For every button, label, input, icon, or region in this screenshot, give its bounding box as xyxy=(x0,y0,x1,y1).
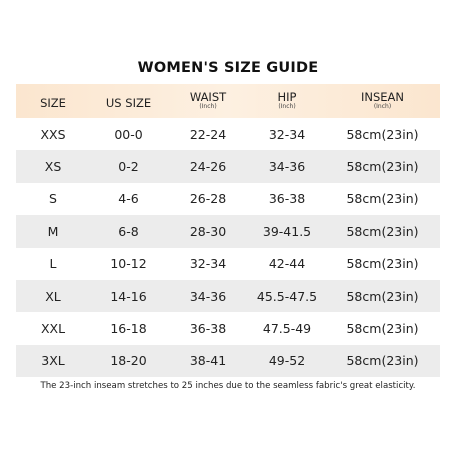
cell-inseam: 58cm(23in) xyxy=(346,256,419,272)
header-us-size-label: US SIZE xyxy=(105,95,152,110)
header-inseam-label: INSEAN xyxy=(360,90,405,104)
cell-waist: 34-36 xyxy=(189,288,227,304)
cell-us-size: 4-6 xyxy=(118,191,139,207)
header-size: SIZE xyxy=(16,92,90,111)
cell-inseam: 58cm(23in) xyxy=(346,126,419,142)
cell-size: L xyxy=(49,256,57,272)
footnote: The 23-inch inseam stretches to 25 inche… xyxy=(40,381,416,391)
header-waist-label: WAIST xyxy=(189,90,227,104)
cell-waist: 22-24 xyxy=(189,126,227,142)
cell-waist: 38-41 xyxy=(189,353,227,369)
header-hip: HIP (Inch) xyxy=(249,91,325,111)
cell-inseam: 58cm(23in) xyxy=(346,288,419,304)
cell-size: XXL xyxy=(40,321,66,337)
cell-waist: 28-30 xyxy=(189,223,227,239)
cell-waist: 26-28 xyxy=(189,191,227,207)
size-chart-table: SIZE US SIZE WAIST (Inch) HIP (Inch) INS… xyxy=(16,84,440,378)
cell-hip: 45.5-47.5 xyxy=(256,288,318,304)
table-row: M 6-8 28-30 39-41.5 58cm(23in) xyxy=(16,215,440,248)
table-row: 3XL 18-20 38-41 49-52 58cm(23in) xyxy=(16,344,440,378)
table-row: XXS 00-0 22-24 32-34 58cm(23in) xyxy=(16,118,440,151)
header-size-label: SIZE xyxy=(40,95,66,110)
cell-us-size: 10-12 xyxy=(110,256,147,272)
cell-size: XL xyxy=(45,288,61,304)
header-inseam-unit: (Inch) xyxy=(373,103,392,110)
header-inseam: INSEAN (Inch) xyxy=(325,91,440,111)
cell-us-size: 0-2 xyxy=(118,159,139,175)
cell-waist: 36-38 xyxy=(189,321,227,337)
cell-us-size: 14-16 xyxy=(110,288,147,304)
cell-us-size: 6-8 xyxy=(118,223,139,239)
cell-size: XS xyxy=(44,159,62,175)
cell-us-size: 16-18 xyxy=(110,321,147,337)
header-hip-label: HIP xyxy=(277,90,297,104)
cell-hip: 36-38 xyxy=(268,191,306,207)
cell-hip: 39-41.5 xyxy=(262,223,312,239)
header-waist-unit: (Inch) xyxy=(199,103,217,110)
header-hip-unit: (Inch) xyxy=(278,103,296,110)
cell-inseam: 58cm(23in) xyxy=(346,321,419,337)
header-us-size: US SIZE xyxy=(90,92,167,111)
cell-hip: 34-36 xyxy=(268,159,306,175)
cell-size: S xyxy=(49,191,57,207)
cell-size: M xyxy=(47,223,59,239)
cell-hip: 49-52 xyxy=(268,353,306,369)
page-title: WOMEN'S SIZE GUIDE xyxy=(137,60,319,76)
cell-size: 3XL xyxy=(41,353,65,369)
header-waist: WAIST (Inch) xyxy=(167,91,249,111)
cell-waist: 24-26 xyxy=(189,159,227,175)
table-row: XXL 16-18 36-38 47.5-49 58cm(23in) xyxy=(16,312,440,345)
cell-us-size: 18-20 xyxy=(110,353,147,369)
cell-size: XXS xyxy=(40,126,66,142)
cell-inseam: 58cm(23in) xyxy=(346,223,419,239)
cell-inseam: 58cm(23in) xyxy=(346,159,419,175)
cell-hip: 32-34 xyxy=(268,126,306,142)
table-header-row: SIZE US SIZE WAIST (Inch) HIP (Inch) INS… xyxy=(16,84,440,118)
table-row: S 4-6 26-28 36-38 58cm(23in) xyxy=(16,182,440,216)
cell-hip: 47.5-49 xyxy=(262,321,312,337)
table-row: L 10-12 32-34 42-44 58cm(23in) xyxy=(16,247,440,280)
cell-inseam: 58cm(23in) xyxy=(346,191,419,207)
cell-inseam: 58cm(23in) xyxy=(346,353,419,369)
cell-hip: 42-44 xyxy=(268,256,306,272)
table-row: XL 14-16 34-36 45.5-47.5 58cm(23in) xyxy=(16,279,440,313)
cell-waist: 32-34 xyxy=(189,256,227,272)
table-row: XS 0-2 24-26 34-36 58cm(23in) xyxy=(16,150,440,183)
cell-us-size: 00-0 xyxy=(114,126,143,142)
